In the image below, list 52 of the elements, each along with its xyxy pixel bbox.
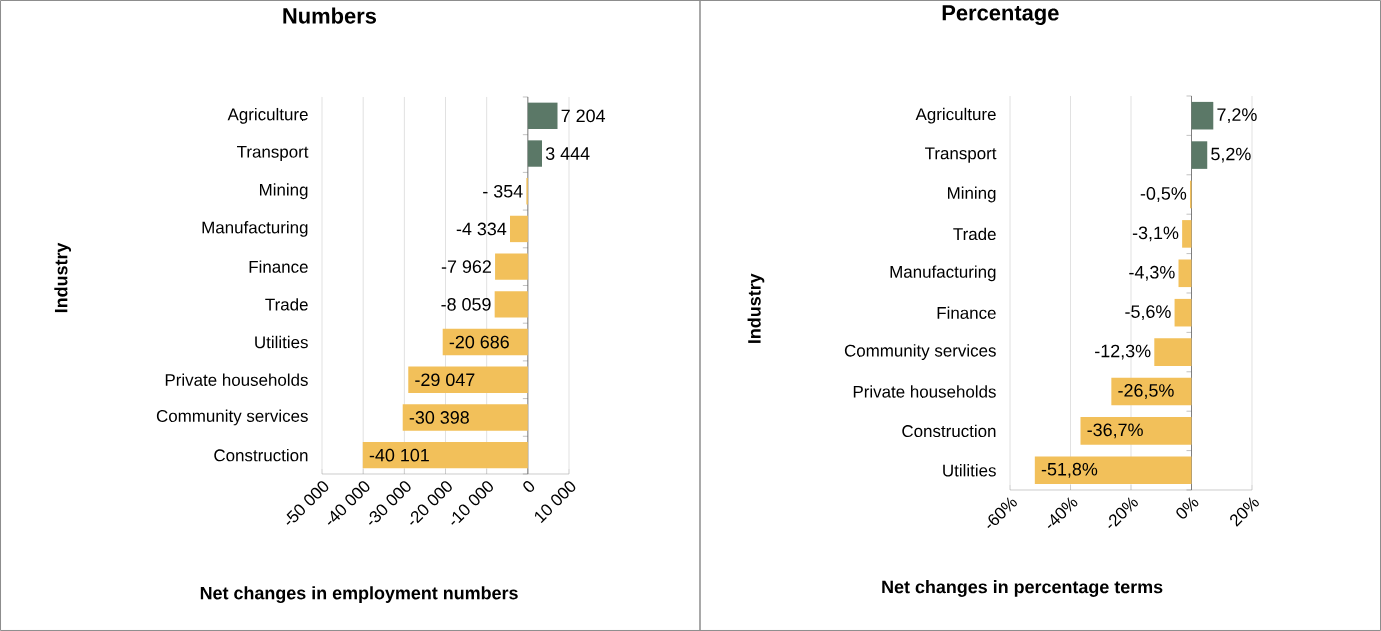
- data-label: -36,7%: [1087, 423, 1143, 439]
- x-tick-label: 0%: [1176, 497, 1199, 519]
- data-label: -4 334: [456, 222, 507, 236]
- x-tick-label: 10 000: [535, 481, 576, 524]
- y-tick-label: Mining: [948, 186, 996, 203]
- y-tick-label: Trade: [265, 298, 308, 311]
- data-label: -20 686: [449, 335, 509, 349]
- y-tick-label: Finance: [937, 306, 996, 319]
- data-label: - 354: [483, 184, 523, 198]
- y-tick-label: Agriculture: [227, 107, 308, 124]
- y-tick-label: Agriculture: [915, 107, 996, 124]
- y-tick-label: Mining: [259, 183, 308, 200]
- data-label: 7 204: [561, 109, 606, 123]
- chart-title: Percentage: [942, 5, 1059, 26]
- y-tick-label: Manufacturing: [890, 265, 996, 282]
- x-tick-label: 0: [523, 481, 535, 492]
- y-axis-title: Industry: [747, 273, 765, 343]
- data-label: -4,3%: [1129, 265, 1175, 281]
- y-tick-label: Construction: [214, 448, 308, 462]
- y-axis-title: Industry: [54, 242, 72, 313]
- y-tick-label: Private households: [165, 373, 308, 386]
- data-label: -0,5%: [1140, 187, 1187, 202]
- data-label: 7,2%: [1217, 108, 1257, 124]
- x-tick-label: -20 000: [410, 481, 452, 525]
- y-tick-label: Private households: [853, 385, 996, 398]
- y-tick-label: Finance: [249, 260, 308, 273]
- y-tick-label: Trade: [953, 227, 996, 241]
- data-label: -40 101: [369, 448, 429, 462]
- y-tick-label: Utilities: [943, 464, 996, 477]
- data-label: -7 962: [441, 260, 491, 273]
- x-axis-title: Net changes in percentage terms: [882, 580, 1163, 597]
- y-tick-label: Community services: [844, 344, 996, 360]
- data-label: -3,1%: [1132, 226, 1179, 242]
- data-label: 3 444: [545, 147, 590, 160]
- data-label: -12,3%: [1095, 344, 1151, 360]
- y-tick-label: Construction: [902, 424, 996, 438]
- y-tick-label: Utilities: [255, 335, 308, 349]
- x-tick-label: -10 000: [451, 481, 493, 525]
- chart-title: Numbers: [283, 7, 377, 24]
- data-label: -30 398: [409, 411, 469, 424]
- y-tick-label: Manufacturing: [202, 221, 308, 237]
- data-label: -8 059: [441, 297, 491, 311]
- data-label: -51,8%: [1041, 462, 1098, 478]
- data-label: 5,2%: [1211, 147, 1251, 163]
- data-label: -29 047: [415, 373, 475, 387]
- data-label: -26,5%: [1118, 384, 1174, 399]
- x-tick-label: -50 000: [286, 481, 329, 525]
- y-tick-label: Community services: [156, 409, 308, 426]
- x-axis-title: Net changes in employment numbers: [200, 586, 518, 604]
- data-label: -5,6%: [1125, 305, 1171, 321]
- y-tick-label: Transport: [925, 147, 997, 163]
- y-tick-label: Transport: [237, 145, 309, 162]
